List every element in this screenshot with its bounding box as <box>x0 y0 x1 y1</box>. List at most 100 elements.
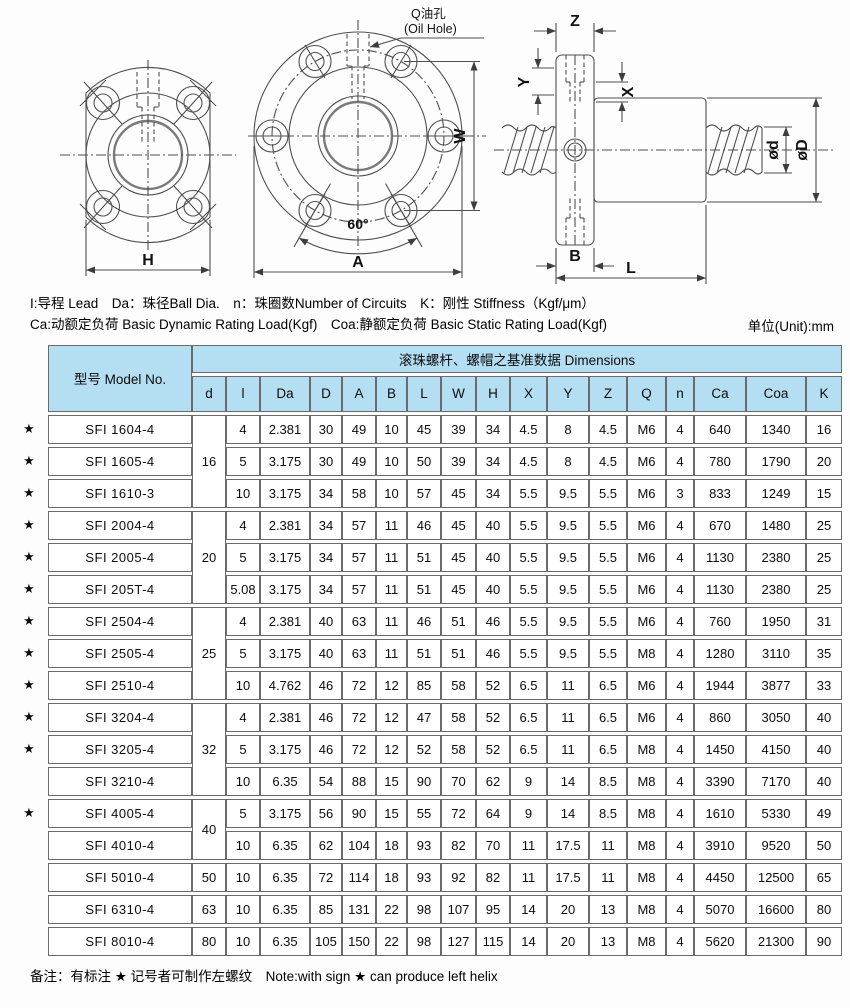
value-cell: 12 <box>376 734 407 764</box>
d-group-cell: 63 <box>192 894 226 924</box>
model-cell: SFI 6310-4 <box>48 894 192 924</box>
value-cell: 49 <box>342 414 376 444</box>
column-header-Coa: Coa <box>746 375 806 412</box>
flange-hole-hidden-lines <box>565 55 585 245</box>
dimension-W: W <box>404 60 480 212</box>
value-cell: 93 <box>407 862 441 892</box>
dimension-A: A <box>253 146 463 278</box>
value-cell: 72 <box>441 798 476 828</box>
value-cell: 8 <box>547 414 589 444</box>
value-cell: 11 <box>547 670 589 700</box>
value-cell: 52 <box>476 702 510 732</box>
value-cell: 14 <box>547 766 589 796</box>
value-cell: 15 <box>806 478 843 508</box>
model-cell: SFI 2005-4 <box>48 542 192 572</box>
value-cell: 3050 <box>746 702 806 732</box>
value-cell: 127 <box>441 926 476 956</box>
value-cell: 45 <box>441 574 476 604</box>
value-cell: 20 <box>806 446 843 476</box>
value-cell: 4 <box>666 926 694 956</box>
value-cell: 4 <box>226 510 260 540</box>
dim-label-a: A <box>352 254 364 271</box>
value-cell: M6 <box>627 414 666 444</box>
value-cell: 57 <box>342 574 376 604</box>
model-cell: SFI 2505-4 <box>48 638 192 668</box>
value-cell: 11 <box>589 862 627 892</box>
value-cell: 46 <box>476 638 510 668</box>
technical-drawings: H Q油孔 (O <box>0 0 850 292</box>
value-cell: M6 <box>627 478 666 508</box>
value-cell: 6.5 <box>510 702 547 732</box>
value-cell: 150 <box>342 926 376 956</box>
value-cell: 4.762 <box>260 670 310 700</box>
value-cell: 6.5 <box>510 734 547 764</box>
column-header-A: A <box>342 375 376 412</box>
value-cell: M8 <box>627 830 666 860</box>
value-cell: 4450 <box>694 862 746 892</box>
value-cell: 1790 <box>746 446 806 476</box>
front-view-round-flange: Q油孔 (Oil Hole) W 60° A <box>248 7 486 278</box>
value-cell: 40 <box>476 510 510 540</box>
value-cell: 9520 <box>746 830 806 860</box>
value-cell: 12 <box>376 702 407 732</box>
value-cell: M6 <box>627 542 666 572</box>
value-cell: 33 <box>806 670 843 700</box>
value-cell: 4 <box>226 606 260 636</box>
value-cell: 40 <box>806 702 843 732</box>
value-cell: 46 <box>310 702 342 732</box>
value-cell: 1340 <box>746 414 806 444</box>
value-cell: 51 <box>407 638 441 668</box>
footer-note: 备注：有标注 ★ 记号者可制作左螺纹 Note:with sign ★ can … <box>30 968 498 984</box>
value-cell: 13 <box>589 926 627 956</box>
value-cell: 72 <box>342 670 376 700</box>
value-cell: 9.5 <box>547 574 589 604</box>
value-cell: 70 <box>441 766 476 796</box>
dim-label-z: Z <box>570 13 580 30</box>
value-cell: 21300 <box>746 926 806 956</box>
value-cell: 98 <box>407 894 441 924</box>
value-cell: 64 <box>476 798 510 828</box>
star-marker: ★ <box>23 549 35 565</box>
value-cell: 22 <box>376 926 407 956</box>
value-cell: 57 <box>342 542 376 572</box>
dim-label-y: Y <box>516 76 533 87</box>
value-cell: 10 <box>376 446 407 476</box>
value-cell: 5 <box>226 542 260 572</box>
value-cell: 40 <box>310 638 342 668</box>
table-row: ★ SFI 1610-3 10 3.175 34 58 10 57 45 34 5.5 9.5 5.5 M… <box>10 478 843 508</box>
value-cell: 6.35 <box>260 766 310 796</box>
value-cell: 57 <box>342 510 376 540</box>
value-cell: 9.5 <box>547 638 589 668</box>
dim-label-angle: 60° <box>347 216 368 232</box>
value-cell: 25 <box>806 574 843 604</box>
model-cell: SFI 3205-4 <box>48 734 192 764</box>
value-cell: 4 <box>666 670 694 700</box>
value-cell: 105 <box>310 926 342 956</box>
value-cell: 52 <box>476 734 510 764</box>
value-cell: 833 <box>694 478 746 508</box>
value-cell: 51 <box>441 638 476 668</box>
table-row: ★ SFI 2504-4 25 4 2.381 40 63 11 46 51 46 5.5 9.5 5.5… <box>10 606 843 700</box>
value-cell: 15 <box>376 798 407 828</box>
star-marker <box>10 927 48 956</box>
value-cell: 6.5 <box>589 702 627 732</box>
model-column-header: 型号 Model No. <box>48 344 192 412</box>
star-column-spacer <box>10 345 48 373</box>
value-cell: 88 <box>342 766 376 796</box>
value-cell: 65 <box>806 862 843 892</box>
value-cell: 11 <box>376 542 407 572</box>
dim-label-w: W <box>452 128 469 144</box>
d-group-cell: 40 <box>192 798 226 860</box>
column-header-d: d <box>192 375 226 412</box>
front-view-square-flange: H <box>60 60 236 276</box>
value-cell: 25 <box>806 542 843 572</box>
value-cell: 4 <box>666 510 694 540</box>
value-cell: 11 <box>510 830 547 860</box>
star-marker: ★ <box>23 421 35 437</box>
table-row: SFI 8010-4 80 10 6.35 105 150 22 98 127 115 14 20 13… <box>10 926 843 956</box>
value-cell: 10 <box>226 830 260 860</box>
value-cell: 5 <box>226 638 260 668</box>
value-cell: 10 <box>226 862 260 892</box>
value-cell: 6.5 <box>510 670 547 700</box>
